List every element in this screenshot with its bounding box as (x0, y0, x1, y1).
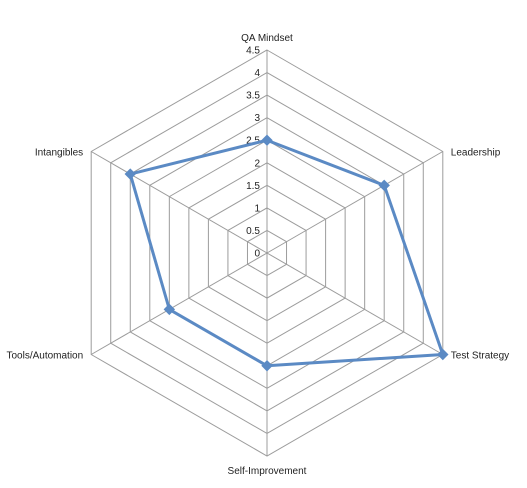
radial-tick-label: 2 (254, 158, 260, 169)
radial-tick-labels: 0 0.5 1 1.5 2 2.5 3 3.5 4 4.5 (246, 46, 260, 260)
radial-tick-label: 4.5 (246, 46, 260, 57)
category-label: QA Mindset (241, 33, 293, 44)
data-point-marker (378, 179, 390, 192)
data-point-marker (437, 348, 449, 361)
radar-spoke (90, 151, 268, 254)
category-label: Leadership (451, 148, 501, 159)
category-label: Test Strategy (451, 351, 509, 362)
radial-tick-label: 3.5 (246, 91, 260, 102)
radial-tick-label: 1.5 (246, 181, 260, 192)
radar-spoke (90, 252, 268, 355)
category-label: Tools/Automation (6, 351, 83, 362)
radial-tick-label: 4 (254, 68, 260, 79)
data-point-marker (261, 360, 273, 372)
radial-tick-label: 0 (254, 249, 260, 260)
category-label: Self-Improvement (228, 466, 307, 477)
radar-grid (90, 49, 444, 457)
category-labels: QA Mindset Leadership Test Strategy Self-Im… (6, 33, 509, 477)
radial-tick-label: 2.5 (246, 136, 260, 147)
radial-tick-label: 0.5 (246, 226, 260, 237)
radial-tick-label: 1 (254, 203, 260, 214)
radar-spoke (266, 252, 444, 355)
data-point-marker (124, 168, 136, 180)
series (124, 134, 449, 372)
radial-tick-label: 3 (254, 113, 260, 124)
data-point-marker (163, 303, 176, 316)
data-point-marker (261, 134, 273, 146)
radar-spoke (266, 151, 444, 254)
category-label: Intangibles (35, 148, 83, 159)
